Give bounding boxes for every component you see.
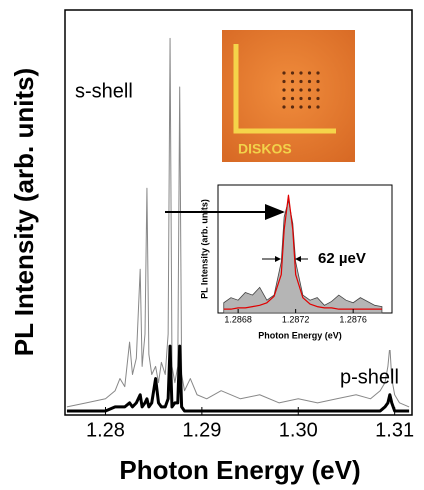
inset-chart: 1.2868 1.2872 1.2876 Photon Energy (eV) PL I… [199, 184, 393, 340]
annotation: p-shell [340, 366, 399, 388]
x-tick-label: 1.29 [182, 419, 221, 441]
dot [282, 96, 286, 101]
dot [307, 88, 312, 92]
dot [316, 105, 320, 109]
dot [299, 96, 303, 101]
dot-array [282, 71, 320, 109]
x-tick-label: 1.30 [279, 419, 318, 441]
x-tick-label: 1.2872 [282, 315, 310, 325]
dot [290, 71, 295, 75]
dot [307, 79, 312, 84]
dot [282, 88, 286, 92]
dot [290, 96, 295, 101]
spectrum-line [66, 344, 410, 413]
x-tick-label: 1.2876 [339, 315, 367, 325]
main-chart: 1.28 1.29 1.30 1.31 Photon Energy (eV) PL Int… [9, 9, 414, 485]
photo-marker [233, 44, 336, 134]
annotation: s-shell [75, 80, 133, 102]
area-fill [223, 200, 383, 314]
dot [282, 79, 286, 84]
annotation: 62 µeV [318, 250, 366, 267]
dot [282, 105, 286, 109]
dot [316, 79, 320, 84]
x-axis-label: Photon Energy (eV) [258, 330, 342, 340]
dot [307, 96, 312, 101]
dot [299, 105, 303, 109]
dot [316, 88, 320, 92]
dot [299, 79, 303, 84]
photo-background [222, 30, 355, 162]
dot [290, 88, 295, 92]
dot [316, 71, 320, 75]
plot-frame [64, 9, 413, 416]
x-axis-label: Photon Energy (eV) [119, 455, 360, 485]
y-axis-label: PL Intensity (arb. units) [9, 68, 39, 356]
y-axis-label: PL Intensity (arb. units) [199, 199, 209, 299]
x-tick-label: 1.28 [86, 419, 125, 441]
inset-photo: DISKOS [222, 30, 355, 162]
dot [290, 79, 295, 84]
dot [307, 71, 312, 75]
photo-label: DISKOS [238, 141, 292, 157]
dot [290, 105, 295, 109]
dot [299, 71, 303, 75]
dot [282, 71, 286, 75]
x-tick-label: 1.31 [375, 419, 414, 441]
dot [299, 88, 303, 92]
dot [316, 96, 320, 101]
dot [307, 105, 312, 109]
x-tick-label: 1.2868 [224, 315, 252, 325]
